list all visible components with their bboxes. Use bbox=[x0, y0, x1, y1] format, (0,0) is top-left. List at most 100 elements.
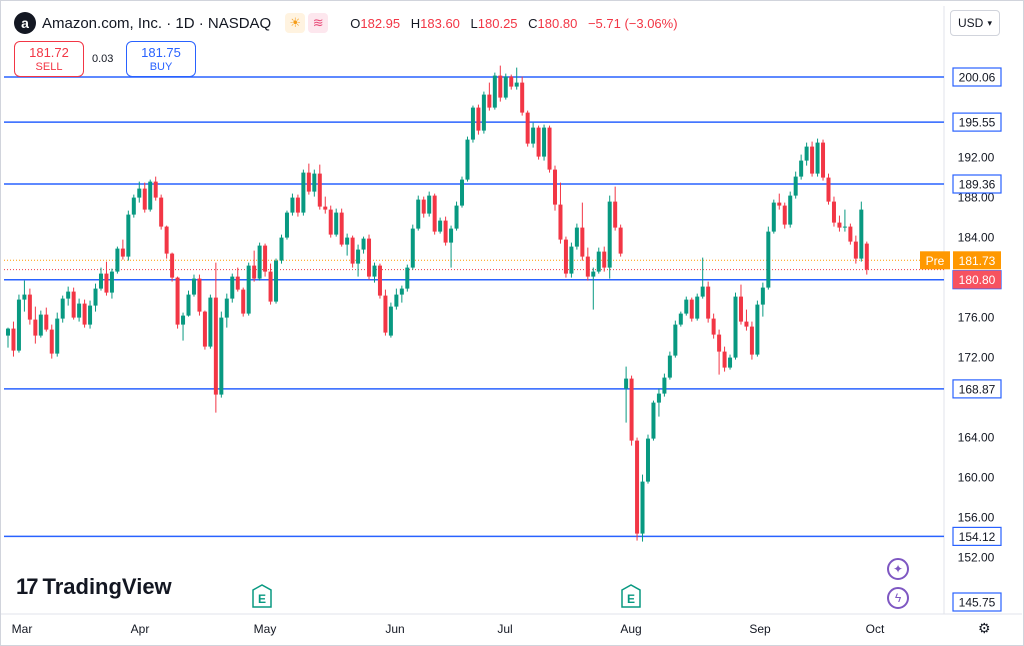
candle-body bbox=[842, 226, 847, 228]
candle-body bbox=[361, 238, 366, 250]
candle bbox=[377, 263, 382, 299]
candle-body bbox=[388, 306, 393, 336]
candle bbox=[279, 234, 284, 264]
sun-icon[interactable]: ☀ bbox=[285, 13, 306, 33]
candle-body bbox=[33, 319, 38, 336]
y-tick-label: 156.00 bbox=[958, 511, 995, 525]
horizontal-levels bbox=[4, 76, 944, 538]
candle-body bbox=[416, 199, 421, 229]
candle bbox=[815, 138, 820, 177]
candle-body bbox=[602, 251, 607, 268]
candle-body bbox=[82, 303, 87, 325]
candle bbox=[153, 176, 158, 201]
candle bbox=[470, 105, 475, 143]
candle bbox=[804, 142, 809, 166]
candle-body bbox=[678, 313, 683, 325]
candle-body bbox=[22, 294, 27, 300]
candle bbox=[301, 169, 306, 216]
candle bbox=[744, 309, 749, 331]
candle bbox=[328, 205, 333, 238]
x-tick-label: May bbox=[254, 622, 277, 636]
candle bbox=[104, 261, 109, 296]
candle bbox=[476, 104, 481, 135]
tradingview-logo[interactable]: 17 TradingView bbox=[16, 574, 172, 600]
candle bbox=[115, 246, 120, 274]
candle-body bbox=[476, 107, 481, 131]
candle-body bbox=[766, 231, 771, 288]
candle-body bbox=[656, 393, 661, 403]
candle bbox=[618, 224, 623, 257]
candle-body bbox=[55, 318, 60, 354]
candle bbox=[148, 179, 153, 212]
candle-body bbox=[148, 181, 153, 210]
pre-label-box bbox=[920, 251, 950, 270]
candle bbox=[432, 193, 437, 235]
level-label: 195.55 bbox=[959, 116, 996, 130]
candle bbox=[427, 191, 432, 217]
candle bbox=[131, 194, 136, 218]
currency-select[interactable]: USD ▾ bbox=[950, 10, 1000, 36]
candle-body bbox=[312, 173, 317, 192]
candle bbox=[711, 313, 716, 339]
candle-body bbox=[427, 195, 432, 214]
candle-body bbox=[509, 76, 514, 87]
candle bbox=[492, 72, 497, 110]
candle-body bbox=[793, 176, 798, 196]
buy-button[interactable]: 181.75 BUY bbox=[126, 41, 196, 77]
candle bbox=[766, 226, 771, 290]
candle bbox=[82, 299, 87, 328]
candle-body bbox=[252, 265, 257, 279]
ohlc-legend: O182.95 H183.60 L180.25 C180.80 −5.71 (−… bbox=[350, 15, 678, 31]
candle-body bbox=[345, 237, 350, 245]
lightning-icon[interactable]: ϟ bbox=[887, 587, 909, 609]
candle bbox=[853, 235, 858, 264]
candle-body bbox=[49, 329, 54, 354]
candle-body bbox=[197, 278, 202, 312]
candle bbox=[662, 373, 667, 397]
candle-body bbox=[503, 76, 508, 98]
settings-gear-icon[interactable]: ⚙ bbox=[978, 620, 991, 636]
candle bbox=[268, 263, 273, 305]
sell-button[interactable]: 181.72 SELL bbox=[14, 41, 84, 77]
candle bbox=[33, 306, 38, 344]
candle-body bbox=[394, 294, 399, 307]
candle-body bbox=[580, 227, 585, 257]
candle-body bbox=[137, 188, 142, 198]
candle bbox=[317, 164, 322, 210]
candle-body bbox=[613, 201, 618, 228]
level-label: 200.06 bbox=[959, 71, 996, 85]
candle bbox=[514, 67, 519, 90]
candle bbox=[678, 311, 683, 327]
candle-body bbox=[591, 271, 596, 277]
wave-icon[interactable]: ≋ bbox=[308, 13, 329, 33]
candle-body bbox=[295, 197, 300, 213]
candle-body bbox=[27, 294, 32, 320]
session-icons: ☀ ≋ bbox=[285, 13, 329, 33]
candle bbox=[109, 268, 114, 299]
candle-body bbox=[263, 245, 268, 272]
candle bbox=[547, 125, 552, 173]
candle-body bbox=[645, 438, 650, 482]
candle bbox=[159, 194, 164, 230]
candle bbox=[728, 354, 733, 370]
candle-body bbox=[372, 265, 377, 277]
candle-body bbox=[449, 228, 454, 243]
candle-body bbox=[120, 248, 125, 257]
candle-body bbox=[826, 177, 831, 202]
candle-body bbox=[744, 321, 749, 327]
candle-body bbox=[170, 253, 175, 278]
candle bbox=[536, 125, 541, 160]
symbol-title[interactable]: Amazon.com, Inc. · 1D · NASDAQ bbox=[42, 14, 272, 32]
chevron-down-icon: ▾ bbox=[987, 17, 992, 28]
candle bbox=[323, 196, 328, 214]
candle bbox=[755, 300, 760, 357]
candle-body bbox=[536, 127, 541, 157]
candle-body bbox=[848, 226, 853, 242]
sparkle-icon[interactable]: ✦ bbox=[887, 558, 909, 580]
candle-body bbox=[405, 267, 410, 289]
candle-body bbox=[465, 139, 470, 180]
candle-body bbox=[815, 142, 820, 174]
candle-body bbox=[246, 265, 251, 314]
grid bbox=[1, 6, 1022, 615]
